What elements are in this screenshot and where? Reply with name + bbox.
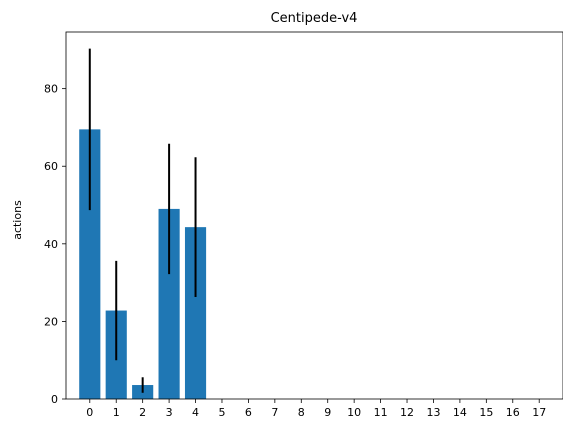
y-tick-label-0: 0: [51, 393, 58, 406]
x-tick-label-17: 17: [532, 406, 546, 419]
x-tick-label-7: 7: [271, 406, 278, 419]
x-tick-label-16: 16: [506, 406, 520, 419]
x-tick-label-11: 11: [374, 406, 388, 419]
x-tick-label-5: 5: [218, 406, 225, 419]
bar-0: [79, 129, 101, 400]
x-tick-label-4: 4: [192, 406, 199, 419]
x-tick-label-0: 0: [86, 406, 93, 419]
x-tick-label-15: 15: [479, 406, 493, 419]
x-tick-label-2: 2: [139, 406, 146, 419]
x-tick-label-14: 14: [453, 406, 467, 419]
x-tick-label-8: 8: [298, 406, 305, 419]
x-tick-label-9: 9: [324, 406, 331, 419]
y-tick-label-80: 80: [44, 83, 58, 96]
y-tick-label-60: 60: [44, 160, 58, 173]
y-tick-label-20: 20: [44, 315, 58, 328]
plot-frame: [65, 31, 563, 400]
x-tick-label-1: 1: [113, 406, 120, 419]
y-tick-label-40: 40: [44, 238, 58, 251]
x-tick-label-3: 3: [166, 406, 173, 419]
bar-3: [158, 208, 180, 399]
bar-4: [184, 227, 207, 399]
chart-title: Centipede-v4: [271, 11, 358, 26]
x-tick-label-10: 10: [347, 406, 361, 419]
x-tick-label-6: 6: [245, 406, 252, 419]
x-tick-label-13: 13: [426, 406, 440, 419]
x-tick-label-12: 12: [400, 406, 414, 419]
y-axis-label: actions: [11, 200, 24, 240]
